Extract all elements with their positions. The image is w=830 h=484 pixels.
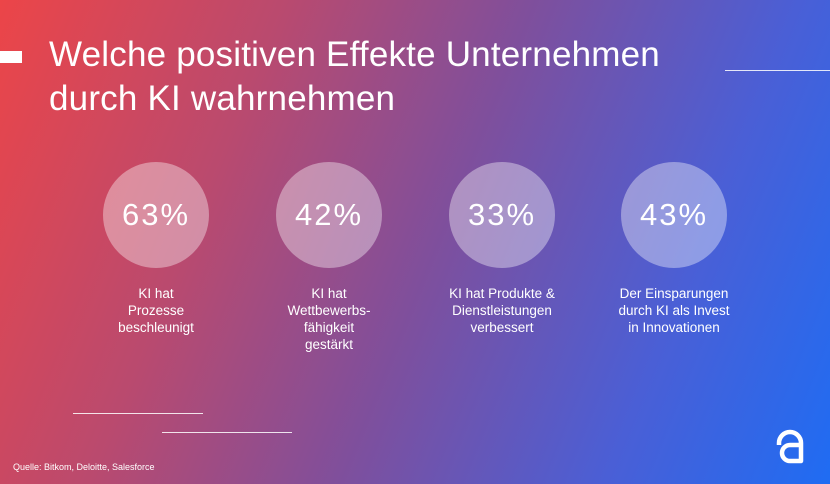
brand-logo-icon bbox=[776, 429, 804, 464]
stat-circle: 63% bbox=[103, 162, 209, 268]
stat-card-einsparungen: 43% Der Einsparungen durch KI als Invest… bbox=[584, 162, 764, 336]
stat-circle: 42% bbox=[276, 162, 382, 268]
stat-card-produkte: 33% KI hat Produkte & Dienstleistungen v… bbox=[412, 162, 592, 336]
stat-label: KI hat Prozesse beschleunigt bbox=[118, 286, 194, 335]
stat-label: Der Einsparungen durch KI als Invest in … bbox=[618, 286, 730, 335]
stat-card-wettbewerb: 42% KI hat Wettbewerbs- fähigkeit gestär… bbox=[239, 162, 419, 353]
stat-circle: 33% bbox=[449, 162, 555, 268]
decorative-line-bottom-1 bbox=[73, 413, 203, 414]
decorative-line-bottom-2 bbox=[162, 432, 292, 433]
stat-circle: 43% bbox=[621, 162, 727, 268]
stat-label: KI hat Wettbewerbs- fähigkeit gestärkt bbox=[287, 286, 371, 352]
page-title: Welche positiven Effekte Unternehmen dur… bbox=[49, 33, 729, 121]
stat-card-prozesse: 63% KI hat Prozesse beschleunigt bbox=[66, 162, 246, 336]
title-line-1: Welche positiven Effekte Unternehmen bbox=[49, 35, 660, 74]
source-note: Quelle: Bitkom, Deloitte, Salesforce bbox=[13, 462, 155, 472]
stat-label: KI hat Produkte & Dienstleistungen verbe… bbox=[449, 286, 555, 335]
title-line-2: durch KI wahrnehmen bbox=[49, 79, 396, 118]
decorative-line-top bbox=[725, 70, 830, 71]
accent-bar bbox=[0, 51, 22, 63]
